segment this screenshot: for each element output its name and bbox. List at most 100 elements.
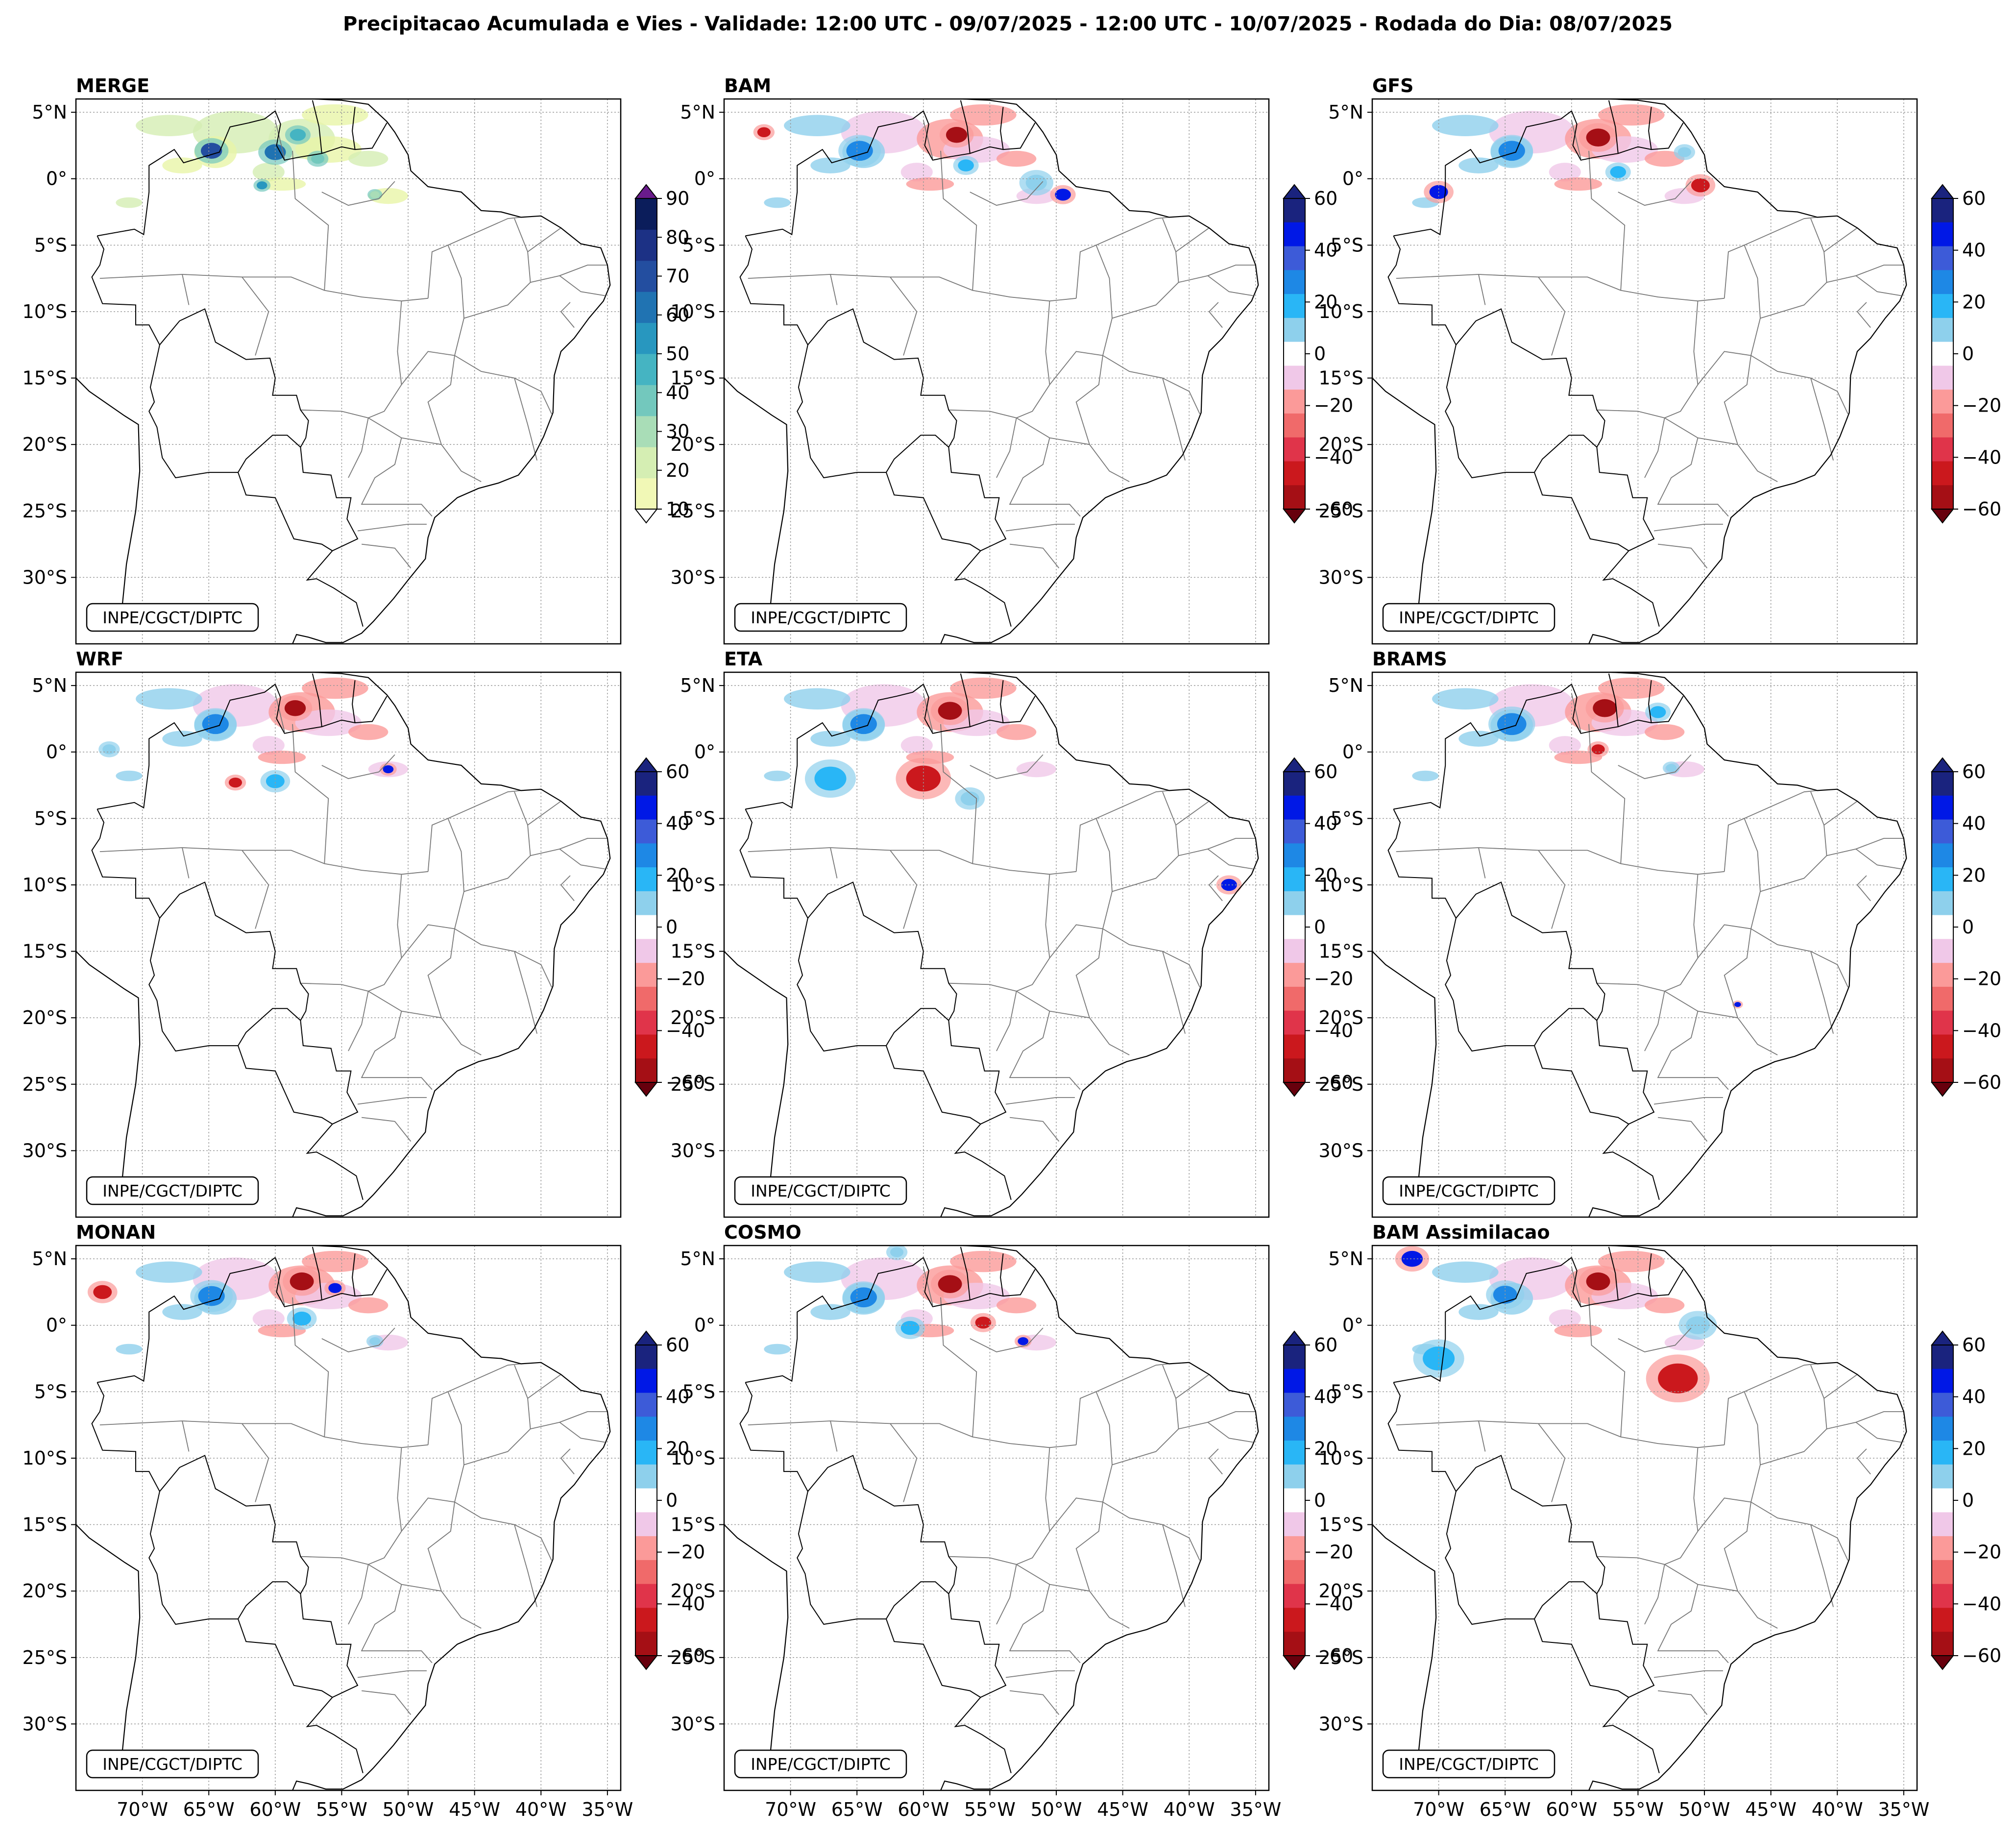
lat-tick-label: 10°S	[23, 1447, 67, 1469]
lon-tick-label: 40°W	[1164, 1799, 1215, 1820]
state-boundary	[242, 1423, 269, 1502]
lat-tick-label: 30°S	[671, 1713, 715, 1735]
state-boundary	[242, 850, 269, 929]
lat-tick-label: 30°S	[23, 1713, 67, 1735]
colorbar-segment	[1932, 1632, 1953, 1656]
state-boundary	[1009, 1690, 1060, 1715]
lat-tick-label: 5°S	[682, 807, 715, 829]
lat-tick-label: 25°S	[23, 1647, 67, 1668]
colorbar-extend-max	[1930, 1330, 1955, 1345]
coastline-pacific	[1372, 1523, 1437, 1764]
map-panel-bam-assimilacao: BAM Assimilacao 5°N 0° 5°S 10°S 15°S 20°S 25°S 3…	[1319, 1222, 2002, 1820]
colorbar-segment	[1284, 1417, 1305, 1441]
colorbar-segment	[1284, 772, 1305, 796]
field-area	[252, 163, 285, 182]
field-area	[1458, 1304, 1499, 1320]
field-area	[950, 104, 1017, 126]
state-boundary	[368, 1502, 455, 1592]
state-boundary	[1208, 302, 1223, 328]
colorbar-segment	[635, 1010, 657, 1035]
colorbar-tick-label: 70	[666, 266, 689, 287]
map-frame	[723, 1245, 1270, 1791]
lon-tick-label: 35°W	[1878, 1799, 1929, 1820]
colorbar-segment	[1284, 366, 1305, 390]
map-layers	[1372, 99, 1917, 644]
field-core	[906, 765, 941, 792]
lat-tick-label: 10°S	[671, 301, 715, 322]
colorbar-segment	[635, 1560, 657, 1585]
state-boundary	[1644, 874, 1699, 1051]
coastline-pacific	[724, 377, 789, 617]
state-boundary	[1657, 543, 1708, 568]
colorbar-segment	[1284, 843, 1305, 868]
state-boundary	[1009, 438, 1081, 517]
colorbar-segment	[1932, 1584, 1953, 1608]
colorbar-extend-min	[1282, 1082, 1307, 1097]
colorbar-extend-min	[634, 1082, 658, 1097]
country-border	[745, 1257, 924, 1383]
colorbar-segment	[635, 1393, 657, 1417]
state-boundary	[1588, 1297, 1626, 1437]
lon-tick-label: 35°W	[1230, 1799, 1281, 1820]
field-core	[850, 1287, 877, 1308]
lon-tick-label: 70°W	[1413, 1799, 1464, 1820]
field-area	[1549, 736, 1581, 755]
country-border	[1456, 881, 1660, 1200]
lat-tick-label: 15°S	[23, 941, 67, 962]
colorbar-segment	[1932, 1345, 1953, 1369]
colorbar-segment	[635, 478, 657, 510]
state-boundary	[357, 524, 427, 532]
state-boundary	[996, 301, 1050, 478]
lat-tick-label: 20°S	[1319, 1007, 1363, 1028]
credit-box	[86, 1749, 259, 1779]
state-boundary	[348, 874, 402, 1051]
state-boundary	[1664, 355, 1751, 445]
colorbar-bias: 60 40 20 0 −20 −40 −60	[1282, 184, 1353, 524]
state-boundary	[300, 409, 368, 418]
country-border	[148, 1491, 301, 1625]
state-boundary	[1826, 1411, 1904, 1430]
lon-tick-label: 60°W	[249, 1799, 301, 1820]
colorbar-tick-label: −60	[1314, 1072, 1353, 1093]
state-boundary	[1657, 1011, 1729, 1090]
colorbar-segment	[1284, 1560, 1305, 1585]
colorbar-tick-label: −20	[666, 968, 705, 990]
state-boundary	[1207, 848, 1253, 870]
state-boundary	[1856, 1448, 1871, 1475]
field-area	[136, 688, 202, 709]
country-border	[1000, 1253, 1004, 1296]
field-area	[996, 724, 1037, 740]
country-border	[1445, 1491, 1598, 1625]
colorbar-tick-label: 0	[1962, 1490, 1974, 1511]
state-boundary	[530, 838, 607, 856]
colorbar-segment	[1284, 867, 1305, 892]
colorbar-tick-label: 20	[1962, 1438, 1986, 1459]
colorbar-extend-min	[1930, 1082, 1955, 1097]
state-boundary	[890, 850, 918, 929]
colorbar-tick-label: 60	[666, 304, 689, 326]
lat-tick-label: 15°S	[671, 367, 715, 389]
country-border	[885, 1045, 981, 1125]
lat-tick-label: 0°	[694, 1315, 715, 1336]
country-border	[1571, 684, 1684, 734]
map-frame	[723, 98, 1270, 645]
field-area	[764, 770, 791, 782]
field-area	[1598, 104, 1665, 126]
field-area	[116, 197, 143, 208]
state-boundary	[1697, 245, 1761, 385]
state-boundary	[182, 274, 190, 305]
state-boundary	[1810, 1524, 1834, 1607]
colorbar-segment	[1932, 198, 1953, 223]
colorbar-segment	[1932, 270, 1953, 294]
country-border	[797, 1491, 949, 1625]
field-area	[1412, 770, 1439, 782]
colorbar-tick-label: 40	[1962, 813, 1986, 834]
country-border	[1571, 111, 1684, 161]
state-boundary	[368, 929, 455, 1019]
lat-tick-label: 5°N	[32, 101, 67, 123]
colorbar-segment	[635, 915, 657, 939]
lon-tick-label: 35°W	[582, 1799, 633, 1820]
colorbar-tick-label: −40	[1314, 1593, 1353, 1614]
colorbar-extend-max	[634, 1330, 658, 1345]
map-panel-eta: ETA 5°N 0° 5°S 10°S 15°S 20°S 25°S 30°S INPE/CGCT…	[671, 648, 1353, 1218]
